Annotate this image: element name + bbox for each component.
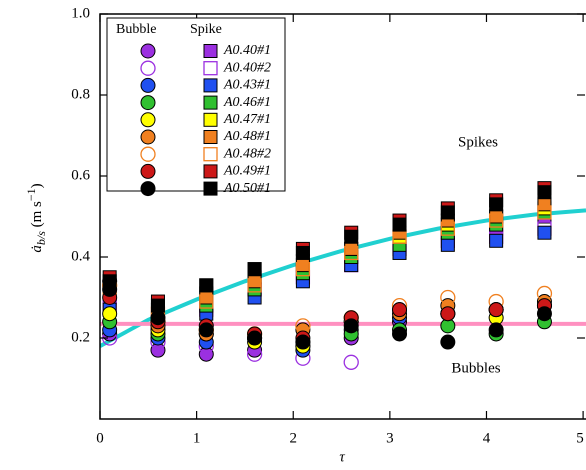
spike-point (199, 278, 214, 293)
y-tick-label: 0.4 (71, 248, 90, 264)
y-axis-label: ȧb/s (m s−1) (24, 183, 48, 252)
spike-point (344, 241, 359, 256)
legend-label: A0.48#2 (223, 146, 271, 161)
bubble-point (440, 334, 456, 350)
legend-bubble-marker (140, 181, 156, 197)
legend-bubble-marker (140, 95, 156, 111)
y-tick-label: 0.6 (71, 167, 90, 183)
bubble-point (295, 334, 311, 350)
legend-spike-marker (203, 112, 218, 127)
spike-point (247, 262, 262, 277)
bubble-point (440, 289, 456, 306)
legend-spike-marker (203, 181, 218, 196)
spike-point (440, 237, 455, 252)
bubble-point (150, 310, 166, 326)
x-tick-label: 4 (483, 430, 491, 446)
spike-point (537, 225, 552, 240)
annotation: Spikes (458, 134, 498, 150)
spike-point (199, 290, 214, 305)
x-tick-label: 2 (289, 430, 297, 446)
spike-point (247, 278, 262, 293)
legend-label: A0.47#1 (223, 112, 271, 127)
legend-label: A0.46#1 (223, 95, 271, 110)
legend-bubble-marker (140, 60, 156, 76)
plot-area (100, 181, 586, 370)
legend-box (106, 17, 286, 192)
spike-point (489, 233, 504, 248)
legend-header: Bubble (116, 22, 156, 37)
spike-point (344, 229, 359, 244)
bubble-point (488, 302, 504, 318)
spike-point (295, 258, 310, 273)
legend-spike-marker (203, 44, 218, 58)
spike-point (440, 221, 455, 236)
spike-point (247, 274, 262, 289)
bubble-point (102, 306, 118, 322)
legend-spike-marker (203, 95, 218, 110)
bubble-point (392, 326, 408, 342)
bubble-point (440, 306, 456, 322)
legend-label: A0.50#1 (223, 181, 271, 196)
legend-bubble-marker (140, 129, 156, 145)
y-label-part: −1 (24, 188, 38, 201)
legend-spike-marker (203, 61, 218, 76)
plot-frame (99, 13, 586, 420)
legend-label: A0.43#1 (223, 78, 271, 93)
legend-label: A0.48#1 (223, 129, 271, 144)
spike-point (102, 274, 117, 289)
y-label-part: ) (29, 183, 45, 188)
y-tick-label: 0.2 (71, 329, 90, 345)
spike-point (344, 245, 359, 261)
spike-point (295, 261, 311, 277)
bubble-point (247, 330, 263, 346)
spike-point (440, 205, 455, 220)
legend-label: A0.49#1 (223, 164, 271, 179)
spike-point (199, 294, 214, 309)
y-tick-label: 0.8 (71, 86, 90, 102)
legend-spike-marker (203, 147, 218, 162)
bubble-point (198, 322, 214, 338)
legend-label: A0.40#2 (223, 60, 271, 75)
legend-label: A0.40#1 (223, 43, 271, 58)
legend-bubble-marker (140, 112, 156, 128)
legend-bubble-marker (140, 146, 156, 162)
y-label-part: (m s (29, 201, 45, 231)
x-tick-label: 5 (576, 430, 584, 446)
spike-point (537, 185, 552, 200)
x-tick-label: 0 (96, 430, 104, 446)
legend-bubble-marker (140, 163, 156, 179)
spike-point (150, 298, 165, 313)
bubble-point (343, 318, 359, 334)
spike-point (392, 217, 407, 232)
legend-header: Spike (190, 22, 222, 37)
y-label-part: ȧ (29, 245, 45, 253)
y-label-part: b/s (34, 231, 48, 245)
legend-spike-marker (203, 78, 218, 93)
legend-spike-marker (203, 164, 218, 179)
bubble-point (343, 354, 359, 370)
x-tick-label: 1 (193, 430, 201, 446)
bubble-point (392, 302, 408, 318)
spike-point (537, 205, 552, 220)
spike-point (489, 209, 504, 224)
spike-point (488, 213, 504, 228)
spike-point (295, 245, 310, 260)
annotation: Bubbles (451, 360, 500, 376)
bubble-point (488, 322, 504, 338)
spike-point (537, 197, 552, 212)
x-tick-label: 3 (386, 430, 394, 446)
bubble-point (536, 306, 552, 322)
spike-point (489, 197, 504, 212)
legend-spike-marker (203, 130, 218, 144)
legend-bubble-marker (140, 77, 156, 93)
y-tick-label: 1.0 (71, 5, 90, 21)
legend-bubble-marker (140, 43, 156, 59)
x-axis-label: τ (339, 449, 345, 465)
